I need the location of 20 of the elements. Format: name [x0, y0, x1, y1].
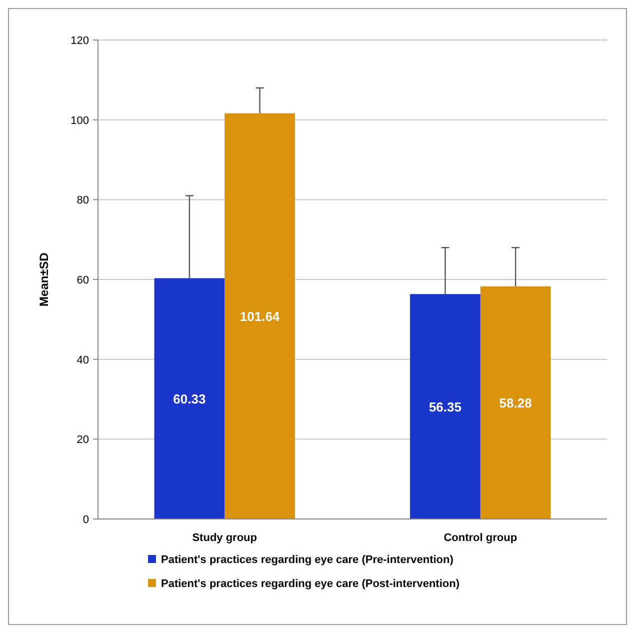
y-axis-title: Mean±SD [37, 252, 51, 306]
x-tick-label: Study group [192, 532, 258, 544]
y-tick-label: 0 [82, 514, 89, 526]
y-tick-label: 20 [76, 434, 89, 446]
bar [224, 113, 295, 519]
data-label: 101.64 [240, 309, 280, 324]
data-label: 56.35 [428, 400, 462, 415]
data-label: 58.28 [499, 396, 532, 411]
y-tick-label: 100 [70, 114, 89, 127]
x-tick-label: Control group [444, 532, 518, 544]
y-tick-label: 60 [76, 274, 89, 286]
y-tick-label: 80 [76, 194, 89, 207]
bar [480, 286, 551, 519]
bar [410, 294, 480, 519]
legend-label: Patient's practices regarding eye care (Pre-intervention) [161, 554, 454, 566]
y-tick-label: 40 [76, 354, 89, 366]
bar [154, 278, 225, 519]
legend-label: Patient's practices regarding eye care (Post-intervention) [161, 578, 460, 590]
y-tick-label: 120 [70, 35, 89, 47]
data-label: 60.33 [173, 392, 206, 407]
